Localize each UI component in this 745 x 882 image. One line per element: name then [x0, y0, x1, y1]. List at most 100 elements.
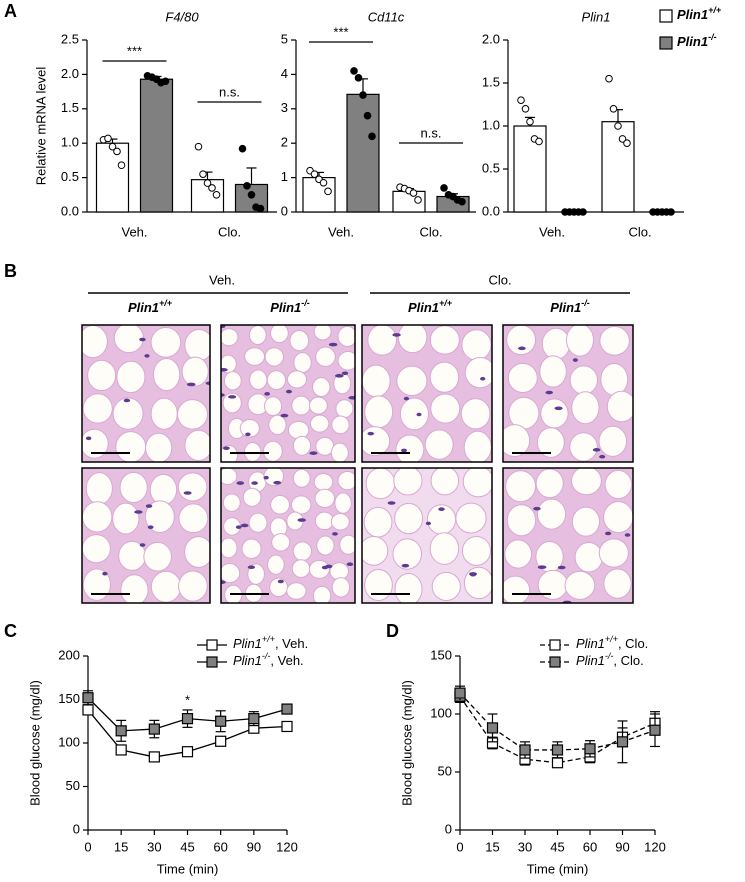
data-point	[368, 132, 376, 141]
x-tick-label: Clo.	[218, 224, 241, 239]
adipocyte	[145, 432, 173, 462]
nucleus	[545, 390, 554, 395]
adipocyte	[365, 468, 396, 500]
adipocyte	[337, 351, 355, 371]
adipocyte	[430, 468, 460, 496]
adipocyte	[177, 399, 209, 430]
adipocyte	[539, 355, 567, 388]
y-tick-label: 3	[281, 100, 288, 115]
adipocyte	[287, 420, 310, 440]
nucleus	[145, 504, 153, 508]
adipocyte	[505, 470, 537, 503]
nucleus	[592, 448, 601, 452]
adipocyte	[314, 488, 336, 509]
adipocyte	[82, 501, 113, 533]
adipocyte	[152, 357, 181, 392]
marker	[215, 715, 227, 727]
adipocyte	[150, 326, 182, 358]
adipocyte	[239, 419, 260, 438]
adipocyte	[337, 470, 355, 491]
legend-swatch	[549, 656, 561, 668]
y-tick-label: 150	[58, 691, 80, 706]
adipocyte	[569, 365, 598, 395]
y-tick-label: 1.5	[61, 100, 79, 115]
nucleus	[139, 543, 146, 547]
y-tick-label: 100	[58, 734, 80, 749]
nucleus	[280, 413, 289, 418]
adipocyte	[82, 428, 109, 459]
adipocyte	[392, 538, 423, 570]
marker	[281, 703, 293, 715]
legend-swatch	[549, 639, 561, 651]
adipocyte	[242, 487, 262, 507]
nucleus	[273, 480, 282, 485]
x-tick-label: 60	[213, 839, 227, 854]
adipocyte	[541, 327, 571, 360]
annotation: *	[185, 692, 190, 707]
adipocyte	[316, 535, 335, 556]
data-point	[535, 137, 543, 146]
nucleus	[85, 436, 92, 441]
adipocyte	[399, 397, 430, 431]
adipocyte	[606, 390, 633, 423]
y-axis-label: Blood glucose (mg/dl)	[27, 680, 42, 806]
nucleus	[245, 432, 251, 437]
histology-image	[503, 468, 633, 603]
nucleus	[264, 392, 271, 396]
adipocyte	[112, 502, 140, 535]
nucleus	[416, 412, 422, 417]
adipocyte	[150, 570, 182, 603]
adipocyte	[184, 536, 210, 568]
bar	[346, 93, 380, 213]
adipocyte	[290, 495, 312, 515]
data-point	[579, 208, 587, 216]
nucleus	[147, 525, 154, 529]
adipocyte	[144, 500, 175, 534]
marker	[649, 724, 661, 736]
adipocyte	[604, 469, 633, 500]
nucleus	[469, 572, 478, 576]
adipocyte	[308, 559, 330, 579]
histology-image	[221, 325, 355, 462]
adipocyte	[603, 501, 633, 534]
nucleus	[335, 374, 344, 378]
adipocyte	[181, 356, 209, 387]
nucleus	[425, 521, 431, 526]
adipocyte	[395, 434, 425, 462]
adipocyte	[598, 425, 628, 457]
nucleus	[572, 358, 578, 362]
y-tick-label: 0	[281, 203, 288, 218]
image-border	[502, 467, 634, 604]
x-tick-label: Veh.	[539, 224, 565, 239]
adipocyte	[571, 391, 600, 425]
data-point	[161, 77, 170, 86]
x-tick-label: 120	[276, 839, 298, 854]
marker	[454, 687, 466, 699]
data-point	[409, 189, 418, 197]
adipocyte	[223, 371, 242, 391]
adipocyte	[504, 539, 532, 569]
panel-label: B	[4, 261, 17, 281]
data-point	[359, 91, 367, 99]
x-tick-label: Clo.	[628, 224, 651, 239]
y-tick-label: 0.0	[482, 203, 500, 218]
nucleus	[223, 446, 230, 450]
adipocyte	[536, 498, 567, 530]
nucleus	[123, 398, 131, 403]
adipocyte	[312, 377, 331, 398]
nucleus	[236, 481, 245, 485]
nucleus	[251, 481, 258, 485]
data-point	[203, 179, 212, 187]
adipocyte	[244, 347, 266, 366]
nucleus	[221, 325, 226, 329]
nucleus	[624, 533, 631, 537]
adipocyte	[120, 574, 149, 603]
adipocyte	[289, 330, 310, 352]
y-axis-label: Blood glucose (mg/dl)	[399, 680, 414, 806]
adipocyte	[599, 326, 630, 356]
legend-label: Plin1+/+, Clo.	[576, 634, 648, 651]
image-border	[361, 467, 493, 604]
x-tick-label: 90	[615, 839, 629, 854]
genotype-label: Plin1-/-	[270, 298, 310, 315]
